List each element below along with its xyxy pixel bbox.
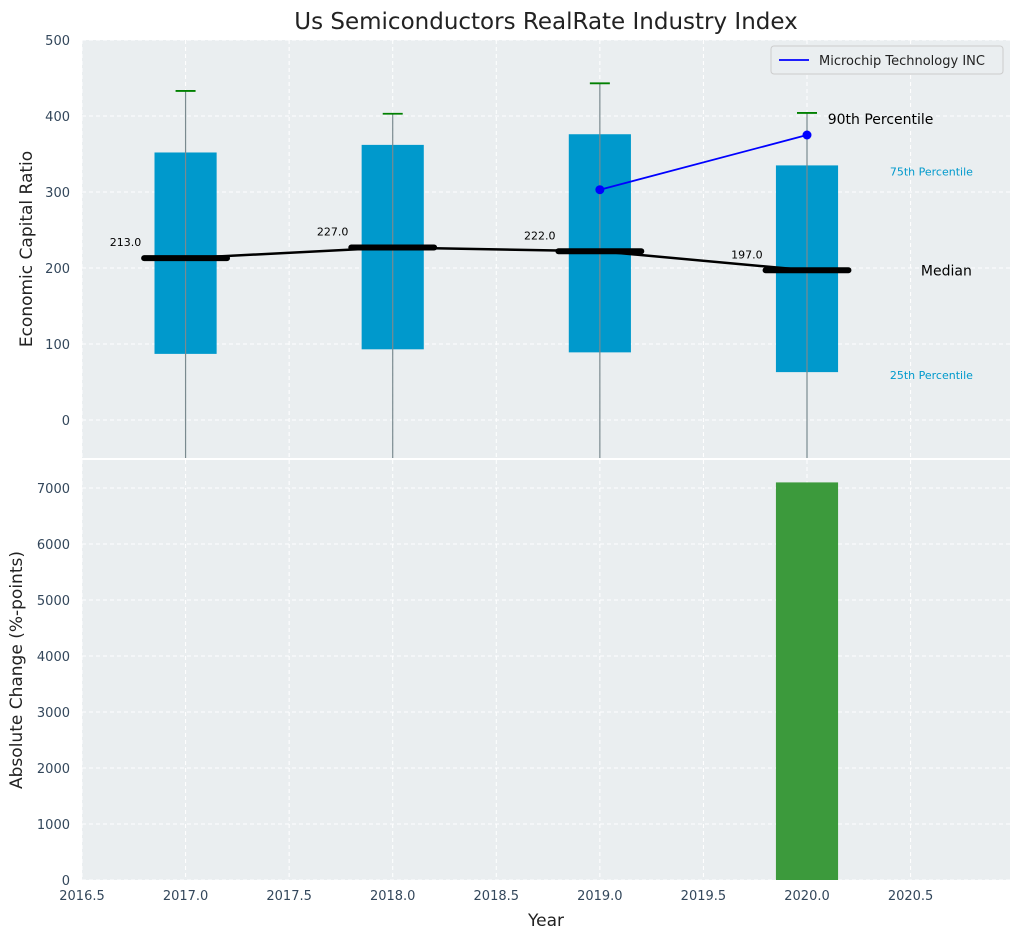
bar-2020 (775, 482, 839, 880)
chart-title: Us Semiconductors RealRate Industry Inde… (294, 9, 798, 35)
x-tick-label: 2020.5 (888, 889, 934, 904)
bottom-y-tick-label: 5000 (37, 594, 70, 609)
bottom-y-tick-label: 1000 (37, 818, 70, 833)
top-y-tick-label: 400 (45, 110, 70, 125)
median-line (185, 246, 808, 272)
x-tick-label: 2018.5 (474, 889, 520, 904)
x-axis-label: Year (527, 911, 564, 931)
x-tick-label: 2017.0 (163, 889, 209, 904)
x-tick-label: 2016.5 (59, 889, 105, 904)
top-y-tick-label: 500 (45, 34, 70, 49)
series-point-2020 (802, 130, 812, 140)
bottom-y-tick-label: 6000 (37, 538, 70, 553)
bottom-y-axis-label: Absolute Change (%-points) (7, 551, 27, 789)
bottom-plot-background (82, 460, 1010, 880)
annotation-75th: 75th Percentile (890, 165, 973, 178)
series-line-microchip (599, 134, 808, 191)
top-y-tick-label: 100 (45, 338, 70, 353)
x-tick-label: 2017.5 (266, 889, 312, 904)
top-y-tick-label: 0 (62, 414, 70, 429)
top-y-axis-label: Economic Capital Ratio (17, 151, 37, 347)
legend-box (770, 45, 1004, 75)
median-label-2017: 213.0 (110, 236, 142, 249)
top-plot-background (82, 40, 1010, 458)
bottom-y-tick-label: 2000 (37, 762, 70, 777)
annotation-25th: 25th Percentile (890, 369, 973, 382)
bottom-y-tick-label: 7000 (37, 482, 70, 497)
x-tick-label: 2018.0 (370, 889, 416, 904)
x-tick-label: 2019.5 (681, 889, 727, 904)
bottom-y-tick-label: 0 (62, 874, 70, 889)
top-y-tick-label: 200 (45, 262, 70, 277)
annotation-90th: 90th Percentile (828, 112, 934, 128)
legend-label: Microchip Technology INC (819, 54, 985, 69)
top-y-tick-label: 300 (45, 186, 70, 201)
bottom-y-tick-label: 4000 (37, 650, 70, 665)
x-tick-label: 2020.0 (784, 889, 830, 904)
x-tick-label: 2019.0 (577, 889, 623, 904)
median-label-2020: 197.0 (731, 248, 763, 261)
median-label-2019: 222.0 (524, 229, 556, 242)
annotation-median: Median (921, 263, 972, 279)
series-point-2019 (595, 185, 605, 195)
median-label-2018: 227.0 (317, 225, 349, 238)
bottom-y-tick-label: 3000 (37, 706, 70, 721)
